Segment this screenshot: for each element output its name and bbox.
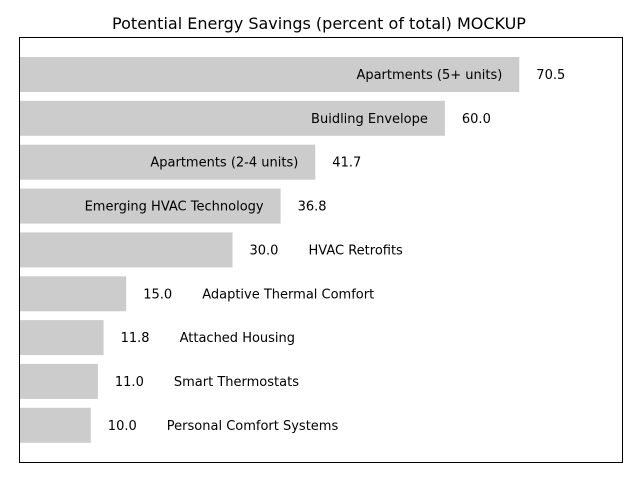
bar-4 [20, 232, 233, 268]
bar-6 [20, 320, 104, 356]
value-label-2: 41.7 [332, 156, 361, 171]
category-label-7: Smart Thermostats [174, 375, 299, 390]
category-label-5: Adaptive Thermal Comfort [202, 287, 374, 302]
bar-2 [20, 144, 316, 180]
bar-8 [20, 407, 91, 443]
bar-3 [20, 188, 281, 224]
category-label-1: Buidling Envelope [311, 112, 428, 127]
value-label-6: 11.8 [121, 331, 150, 346]
bar-0 [20, 57, 520, 92]
bar-7 [20, 363, 98, 399]
value-label-1: 60.0 [462, 112, 491, 127]
category-label-0: Apartments (5+ units) [356, 68, 502, 83]
category-label-3: Emerging HVAC Technology [85, 200, 264, 215]
value-label-4: 30.0 [250, 243, 279, 258]
category-label-6: Attached Housing [180, 331, 295, 346]
value-label-8: 10.0 [108, 419, 137, 434]
bars-group: 70.5 Apartments (5+ units) 60.0 Buidling En… [20, 57, 565, 443]
bar-1 [20, 100, 445, 136]
value-label-3: 36.8 [298, 200, 327, 215]
value-label-5: 15.0 [143, 287, 172, 302]
bar-5 [20, 276, 127, 312]
value-label-7: 11.0 [115, 375, 144, 390]
category-label-2: Apartments (2-4 units) [150, 156, 298, 171]
category-label-4: HVAC Retrofits [309, 243, 404, 258]
plot-frame [19, 37, 623, 463]
value-label-0: 70.5 [536, 68, 565, 83]
category-label-8: Personal Comfort Systems [167, 419, 339, 434]
chart-title: Potential Energy Savings (percent of tot… [112, 14, 526, 33]
